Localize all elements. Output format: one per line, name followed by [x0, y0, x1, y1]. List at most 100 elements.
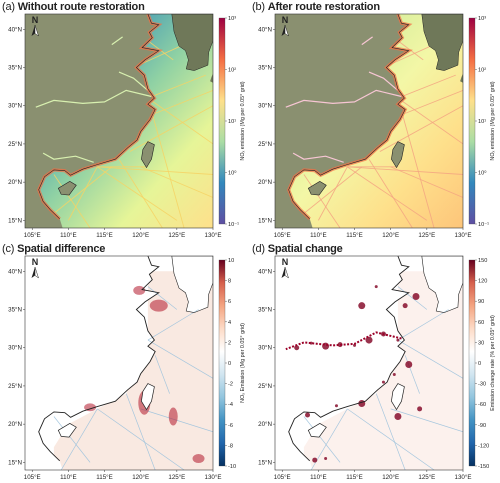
colorbar-tick-label: 10	[228, 258, 234, 264]
colorbar-tick-label: 10⁻¹	[228, 222, 239, 228]
colorbar	[218, 17, 226, 225]
map-figure: 40°N 35°N 30°N 25°N 20°N 15°N 105°E 110°E 115°E 1…	[258, 13, 496, 239]
lon-tick-label: 130°E	[455, 474, 472, 481]
panel-letter: (d)	[252, 243, 268, 255]
lat-tick-label: 15°N	[258, 459, 272, 466]
svg-text:N: N	[32, 15, 39, 25]
colorbar-tick-label: 10¹	[478, 119, 486, 125]
north-arrow-icon: N	[281, 15, 289, 37]
panel-letter: (c)	[2, 243, 18, 255]
lon-tick-label: 125°E	[418, 232, 435, 239]
lon-tick-label: 120°E	[382, 232, 399, 239]
lat-tick-label: 40°N	[258, 26, 272, 33]
colorbar-tick-label: 10³	[228, 16, 236, 22]
lon-tick-label: 120°E	[132, 474, 149, 481]
colorbar-tick-label: -4	[228, 402, 233, 408]
lat-tick-label: 35°N	[258, 65, 272, 72]
panel-title-text: After route restoration	[267, 1, 380, 13]
lat-tick-label: 35°N	[8, 65, 22, 72]
lon-tick-label: 110°E	[310, 474, 326, 481]
colorbar	[468, 259, 476, 467]
colorbar-label: Emission change rate (% per 0.05° grid)	[490, 315, 496, 411]
colorbar-tick-label: -30	[478, 382, 486, 388]
lon-tick-label: 130°E	[205, 232, 222, 239]
lat-tick-label: 35°N	[258, 307, 272, 314]
lat-tick-label: 20°N	[258, 179, 272, 186]
lat-tick-label: 15°N	[8, 459, 22, 466]
lat-tick-label: 30°N	[258, 345, 272, 352]
colorbar-label: NOₓ emission (Mg per 0.05° grid)	[240, 81, 246, 160]
panel-title-text: Without route restoration	[17, 1, 145, 13]
panel-letter: (a)	[2, 1, 18, 13]
lon-tick-label: 115°E	[96, 232, 112, 239]
lon-tick-label: 125°E	[418, 474, 435, 481]
colorbar-tick-label: 8	[228, 279, 231, 285]
colorbar-tick-label: 10²	[478, 68, 486, 74]
colorbar-label: NOₓ emission (Mg per 0.05° grid)	[490, 81, 496, 160]
svg-text:N: N	[282, 257, 289, 267]
colorbar-tick-label: 6	[228, 299, 231, 305]
colorbar	[468, 17, 476, 225]
lon-tick-label: 115°E	[346, 474, 362, 481]
panel-title-text: Spatial difference	[17, 243, 106, 255]
colorbar-tick-label: 10⁰	[478, 170, 487, 177]
lon-tick-label: 130°E	[455, 232, 472, 239]
lat-tick-label: 30°N	[8, 103, 22, 110]
lon-tick-label: 105°E	[274, 232, 291, 239]
map-area	[275, 256, 463, 470]
colorbar-tick-label: 2	[228, 340, 231, 346]
panel-after-route-restoration: (b) After route restoration 40°N 35°N 30°N 2…	[250, 0, 500, 241]
colorbar-tick-label: -2	[228, 382, 233, 388]
colorbar	[218, 259, 226, 467]
lat-tick-label: 30°N	[8, 345, 22, 352]
map-figure: 40°N 35°N 30°N 25°N 20°N 15°N 105°E 110°E 115°E 1…	[8, 255, 246, 481]
svg-text:N: N	[282, 15, 289, 25]
colorbar-tick-label: 0	[228, 361, 231, 367]
colorbar-tick-label: -6	[228, 423, 233, 429]
lat-tick-label: 15°N	[8, 217, 22, 224]
north-arrow-icon: N	[281, 257, 289, 279]
colorbar-tick-label: 10¹	[228, 119, 236, 125]
lat-tick-label: 15°N	[258, 217, 272, 224]
lon-tick-label: 115°E	[346, 232, 362, 239]
panel-title: (b) After route restoration	[252, 1, 380, 13]
lat-tick-label: 20°N	[8, 421, 22, 428]
lon-tick-label: 120°E	[382, 474, 399, 481]
colorbar-tick-label: 120	[478, 279, 487, 285]
lon-tick-label: 110°E	[60, 232, 76, 239]
map-area	[25, 256, 213, 470]
panel-spatial-change: (d) Spatial change 40°N 35°N 30°N 25°N 20°N 15…	[250, 242, 500, 483]
panel-without-route-restoration: (a) Without route restoration 40°N 35°N 30°…	[0, 0, 250, 241]
north-arrow-icon: N	[31, 257, 39, 279]
colorbar-tick-label: -10	[228, 464, 236, 470]
colorbar-tick-label: 10⁰	[228, 170, 237, 177]
panel-title: (c) Spatial difference	[2, 243, 105, 255]
lat-tick-label: 40°N	[8, 268, 22, 275]
map-figure: 40°N 35°N 30°N 25°N 20°N 15°N 105°E 110°E 115°E 1…	[258, 255, 496, 481]
lon-tick-label: 130°E	[205, 474, 222, 481]
lat-tick-label: 20°N	[8, 179, 22, 186]
colorbar-tick-label: 0	[478, 361, 481, 367]
colorbar-tick-label: 30	[478, 340, 484, 346]
colorbar-tick-label: 10²	[228, 68, 236, 74]
lon-tick-label: 110°E	[310, 232, 326, 239]
lon-tick-label: 105°E	[24, 232, 41, 239]
lat-tick-label: 40°N	[258, 268, 272, 275]
lon-tick-label: 105°E	[24, 474, 41, 481]
map-area	[275, 14, 463, 228]
colorbar-tick-label: -150	[478, 464, 489, 470]
lon-tick-label: 125°E	[168, 232, 185, 239]
lat-tick-label: 25°N	[8, 141, 22, 148]
lat-tick-label: 25°N	[8, 383, 22, 390]
panel-spatial-difference: (c) Spatial difference 40°N 35°N 30°N 25°N 20…	[0, 242, 250, 483]
lat-tick-label: 25°N	[258, 141, 272, 148]
colorbar-tick-label: 90	[478, 299, 484, 305]
panel-title: (d) Spatial change	[252, 243, 343, 255]
colorbar-tick-label: 150	[478, 258, 487, 264]
lat-tick-label: 40°N	[8, 26, 22, 33]
colorbar-tick-label: 10⁻¹	[478, 222, 489, 228]
colorbar-tick-label: -120	[478, 443, 489, 449]
colorbar-tick-label: -60	[478, 402, 486, 408]
panel-title-text: Spatial change	[267, 243, 343, 255]
lon-tick-label: 120°E	[132, 232, 149, 239]
